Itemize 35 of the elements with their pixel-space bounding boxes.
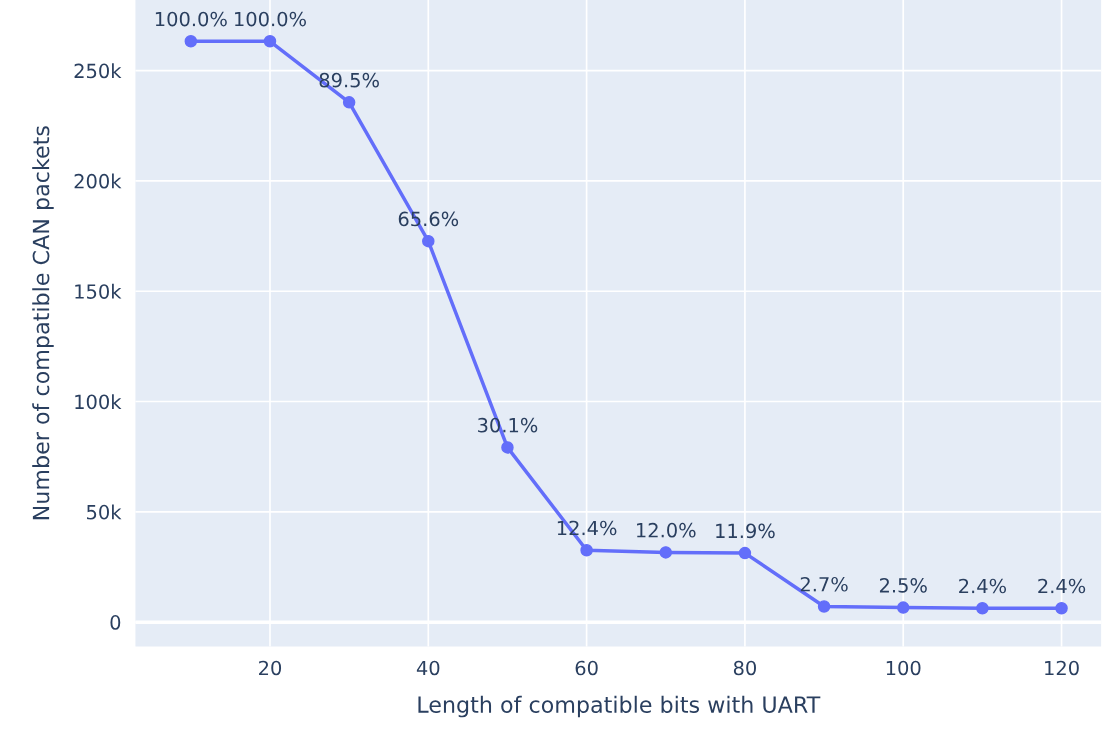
point [976, 601, 989, 615]
y-tick-label: 150k [75, 283, 122, 299]
point [263, 35, 277, 48]
y-tick-label: 50k [87, 504, 122, 520]
y-tick-label: 0 [110, 615, 121, 630]
x-tick-label: 100 [886, 660, 921, 676]
y-tick-label: 200k [74, 173, 122, 189]
annotation: 100.0% [235, 11, 306, 27]
x-tick-label: 40 [416, 660, 440, 676]
point [1055, 601, 1068, 615]
x-tick-label: 20 [259, 660, 282, 676]
annotation: 12.0% [637, 522, 696, 538]
point [659, 546, 673, 559]
point [896, 601, 910, 614]
annotation: 11.9% [716, 523, 775, 539]
x-axis-title: Length of compatible bits with UART [418, 695, 821, 718]
x-tick-label: 60 [575, 660, 598, 676]
y-tick-label: 100k [75, 394, 122, 410]
point [501, 441, 514, 454]
point [738, 546, 752, 560]
point [817, 600, 831, 613]
point [184, 35, 198, 48]
x-tick-label: 80 [733, 660, 756, 676]
annotation: 100.0% [155, 11, 227, 27]
point [580, 543, 593, 557]
annotation: 2.4% [959, 578, 1007, 594]
point [342, 96, 356, 109]
annotation: 2.7% [800, 576, 848, 592]
annotation: 2.5% [879, 577, 927, 593]
y-axis-title: Number of compatible CAN packets [32, 126, 54, 520]
x-tick-label: 120 [1045, 660, 1079, 676]
point [422, 234, 435, 248]
annotation: 89.5% [319, 72, 379, 88]
annotation: 2.4% [1038, 578, 1086, 594]
y-tick-label: 250k [74, 63, 122, 79]
